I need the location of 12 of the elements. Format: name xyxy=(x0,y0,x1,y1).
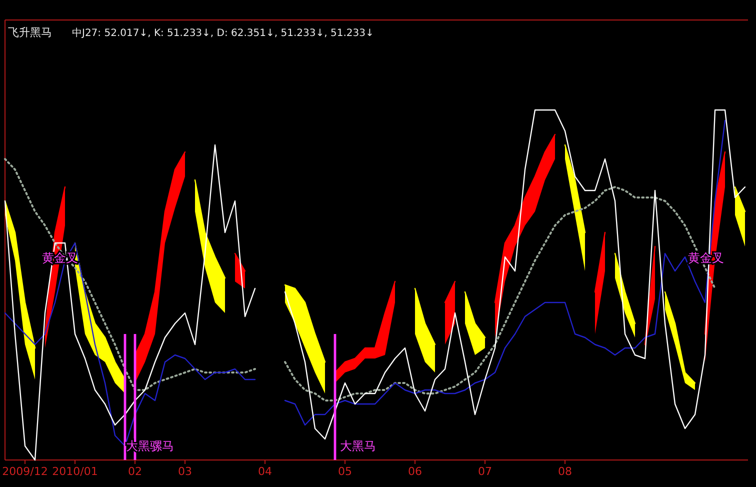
x-tick-label: 08 xyxy=(558,465,572,478)
annotation: 大黑马 xyxy=(340,439,376,453)
x-tick-label: 04 xyxy=(258,465,272,478)
x-tick-label: 2009/12 xyxy=(2,465,48,478)
x-tick-label: 02 xyxy=(128,465,142,478)
x-tick-label: 2010/01 xyxy=(52,465,98,478)
chart-subtitle: 中J27: 52.017↓, K: 51.233↓, D: 62.351↓, 51.233↓, 51.233↓ xyxy=(72,27,374,39)
x-tick-label: 06 xyxy=(408,465,422,478)
x-tick-label: 05 xyxy=(338,465,352,478)
x-tick-label: 07 xyxy=(478,465,492,478)
chart-title: 飞升黑马 xyxy=(8,26,52,39)
x-tick-label: 03 xyxy=(178,465,192,478)
